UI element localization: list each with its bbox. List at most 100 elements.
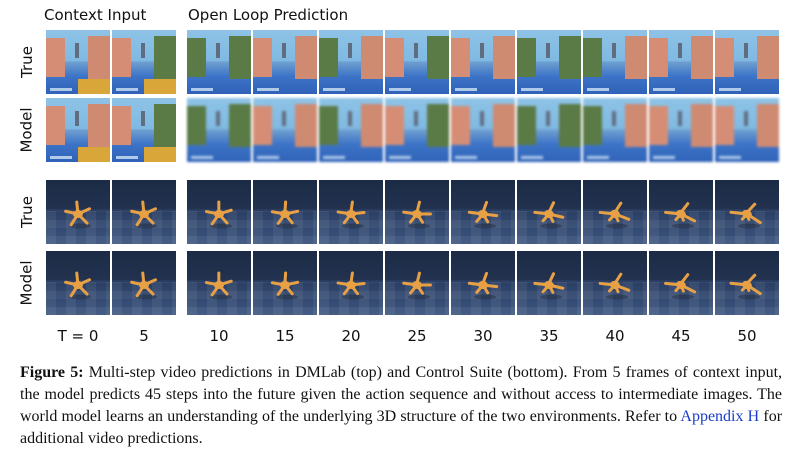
control-true-frame-8 — [583, 180, 647, 244]
dmlab-true-frame-2 — [187, 30, 251, 94]
dmlab-true-frame-3 — [253, 30, 317, 94]
time-tick-9: 45 — [671, 327, 691, 345]
time-tick-4: 20 — [341, 327, 361, 345]
dmlab-model-frame-10 — [715, 98, 779, 162]
wall — [757, 104, 779, 147]
time-tick-8: 40 — [605, 327, 625, 345]
dmlab-model-frame-1 — [112, 98, 176, 162]
appendix-h-link[interactable]: Appendix H — [680, 408, 760, 425]
quadruped-agent — [467, 200, 499, 229]
wall — [625, 36, 647, 79]
control-model-frame-1 — [112, 251, 176, 315]
wall — [427, 104, 449, 147]
distant-building — [611, 110, 616, 127]
control-true-frame-3 — [253, 180, 317, 244]
control-true-frame-10 — [715, 180, 779, 244]
quadruped-agent — [402, 200, 432, 229]
quadruped-agent — [336, 271, 366, 300]
distant-building — [215, 110, 220, 127]
row-label-control-model: Model — [18, 260, 37, 306]
quadruped-agent — [664, 202, 697, 229]
wall — [427, 36, 449, 79]
dmlab-model-frame-3 — [253, 98, 317, 162]
hud-bar — [191, 156, 213, 159]
control-true-frame-4 — [319, 180, 383, 244]
quadruped-agent — [336, 200, 366, 229]
distant-building — [413, 110, 418, 127]
dmlab-model-frame-8 — [583, 98, 647, 162]
wall — [649, 37, 669, 78]
dmlab-true-frame-1 — [112, 30, 176, 94]
dmlab-true-frame-4 — [319, 30, 383, 94]
dmlab-model-frame-0 — [46, 98, 110, 162]
hud-bar — [521, 156, 543, 159]
dmlab-true-frame-10 — [715, 30, 779, 94]
hud-bar — [653, 88, 675, 91]
quadruped-agent — [598, 201, 631, 229]
wall — [319, 37, 339, 78]
floor-patch — [144, 78, 176, 94]
dmlab-true-frame-6 — [451, 30, 515, 94]
wall — [649, 105, 669, 146]
row-label-dmlab-model: Model — [18, 107, 37, 153]
time-tick-6: 30 — [473, 327, 493, 345]
wall — [715, 105, 735, 146]
hud-bar — [455, 156, 477, 159]
dmlab-true-frame-8 — [583, 30, 647, 94]
quadruped-agent — [270, 271, 300, 300]
control-true-frame-5 — [385, 180, 449, 244]
time-tick-7: 35 — [539, 327, 559, 345]
wall — [112, 105, 132, 146]
figure-caption: Figure 5: Multi-step video predictions i… — [20, 362, 782, 450]
wall — [583, 105, 603, 146]
row-label-control-true: True — [18, 196, 36, 228]
quadruped-agent — [533, 272, 565, 300]
row-label-dmlab-true: True — [18, 46, 36, 78]
hud-bar — [323, 88, 345, 91]
wall — [559, 36, 581, 79]
quadruped-agent — [533, 201, 565, 229]
control-true-frame-0 — [46, 180, 110, 244]
distant-building — [281, 110, 286, 127]
distant-building — [545, 110, 550, 127]
wall — [295, 36, 317, 79]
figure-label: Figure 5: — [20, 364, 84, 381]
control-model-frame-4 — [319, 251, 383, 315]
hud-bar — [455, 88, 477, 91]
hud-bar — [587, 88, 609, 91]
wall — [583, 37, 603, 78]
quadruped-agent — [598, 272, 631, 300]
context-input-header: Context Input — [44, 6, 147, 24]
control-true-frame-1 — [112, 180, 176, 244]
hud-bar — [257, 88, 279, 91]
wall — [88, 104, 110, 147]
control-model-frame-5 — [385, 251, 449, 315]
wall — [112, 37, 132, 78]
distant-building — [140, 110, 145, 127]
time-tick-5: 25 — [407, 327, 427, 345]
wall — [229, 36, 251, 79]
distant-building — [743, 110, 748, 127]
floor-patch — [78, 146, 110, 162]
distant-building — [545, 42, 550, 59]
distant-building — [743, 42, 748, 59]
dmlab-model-frame-9 — [649, 98, 713, 162]
hud-bar — [389, 88, 411, 91]
distant-building — [479, 42, 484, 59]
control-model-frame-3 — [253, 251, 317, 315]
hud-bar — [116, 88, 138, 91]
hud-bar — [719, 88, 741, 91]
quadruped-agent — [130, 200, 158, 229]
wall — [493, 36, 515, 79]
wall — [691, 36, 713, 79]
dmlab-model-frame-6 — [451, 98, 515, 162]
distant-building — [677, 110, 682, 127]
distant-building — [611, 42, 616, 59]
distant-building — [677, 42, 682, 59]
hud-bar — [116, 156, 138, 159]
floor-patch — [78, 78, 110, 94]
control-model-frame-10 — [715, 251, 779, 315]
wall — [757, 36, 779, 79]
time-tick-1: 5 — [139, 327, 149, 345]
control-model-frame-8 — [583, 251, 647, 315]
